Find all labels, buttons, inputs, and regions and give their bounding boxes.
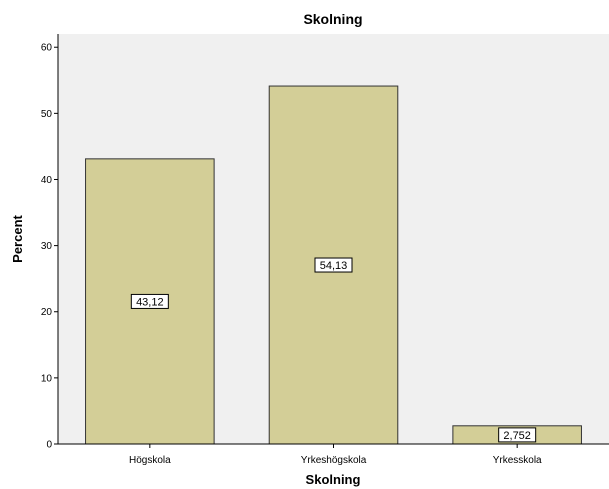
x-axis-title: Skolning bbox=[306, 472, 361, 487]
y-tick-label: 10 bbox=[41, 373, 53, 384]
axes-layer: Högskola Yrkeshögskola Yrkesskola 0 10 20 30 40… bbox=[41, 34, 609, 466]
chart-title: Skolning bbox=[303, 11, 362, 27]
x-tick-label: Högskola bbox=[129, 455, 171, 466]
data-label-box bbox=[498, 427, 537, 443]
data-label-box bbox=[314, 257, 353, 273]
data-label: 54,13 bbox=[320, 260, 348, 272]
x-tick-label: Yrkesskola bbox=[493, 455, 542, 466]
y-tick-label: 40 bbox=[41, 175, 53, 186]
x-tick-label: Yrkeshögskola bbox=[301, 455, 367, 466]
y-tick-label: 30 bbox=[41, 241, 53, 252]
data-label: 2,752 bbox=[503, 430, 531, 442]
data-labels-layer: 43,12 54,13 2,752 bbox=[130, 257, 537, 443]
y-axis-title: Percent bbox=[10, 214, 25, 262]
y-tick-label: 20 bbox=[41, 307, 53, 318]
y-tick-label: 50 bbox=[41, 109, 53, 120]
y-tick-label: 0 bbox=[46, 440, 52, 451]
data-label-box bbox=[130, 293, 169, 309]
data-label: 43,12 bbox=[136, 296, 164, 308]
y-tick-label: 60 bbox=[41, 43, 53, 54]
